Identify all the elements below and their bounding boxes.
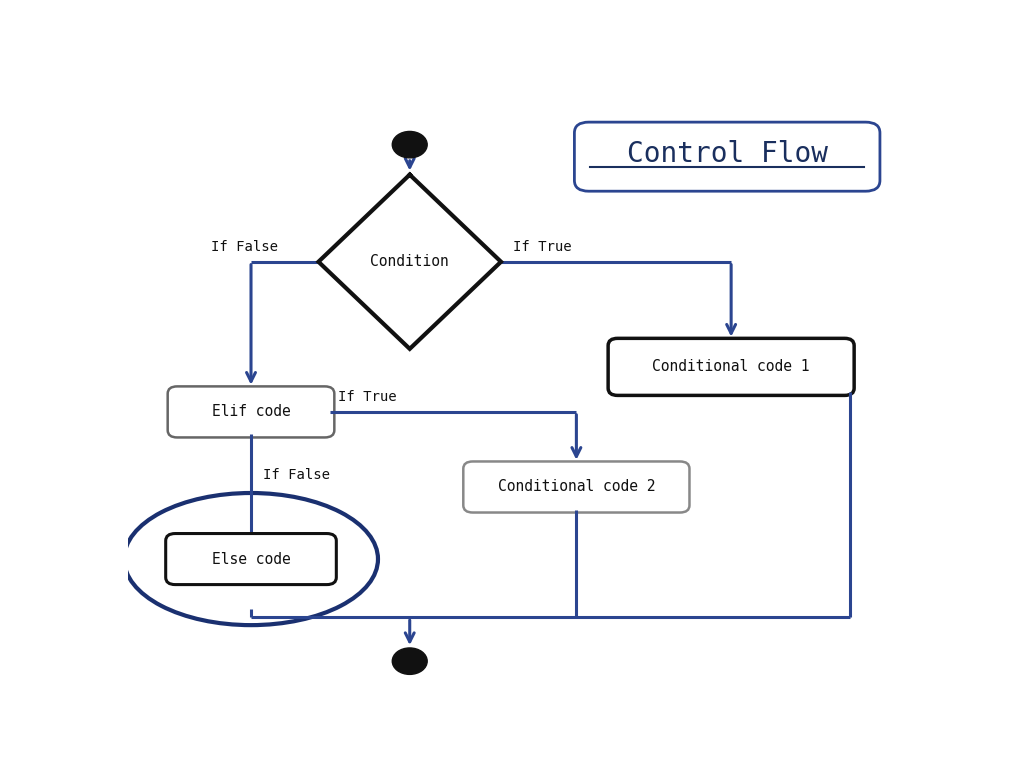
Text: Else code: Else code [212, 551, 291, 566]
Text: Condition: Condition [371, 254, 450, 269]
Circle shape [392, 648, 427, 675]
Text: If True: If True [338, 390, 397, 404]
FancyBboxPatch shape [463, 462, 689, 512]
Text: Control Flow: Control Flow [627, 140, 827, 168]
FancyBboxPatch shape [168, 386, 334, 438]
Text: If True: If True [513, 240, 571, 254]
FancyBboxPatch shape [608, 339, 854, 395]
Circle shape [392, 132, 427, 158]
Text: If False: If False [263, 469, 330, 483]
Polygon shape [318, 175, 501, 349]
Text: Conditional code 2: Conditional code 2 [498, 480, 655, 495]
Text: Conditional code 1: Conditional code 1 [652, 360, 810, 374]
Text: If False: If False [211, 240, 279, 254]
Text: Elif code: Elif code [212, 404, 291, 420]
FancyBboxPatch shape [574, 122, 880, 191]
FancyBboxPatch shape [166, 534, 336, 584]
